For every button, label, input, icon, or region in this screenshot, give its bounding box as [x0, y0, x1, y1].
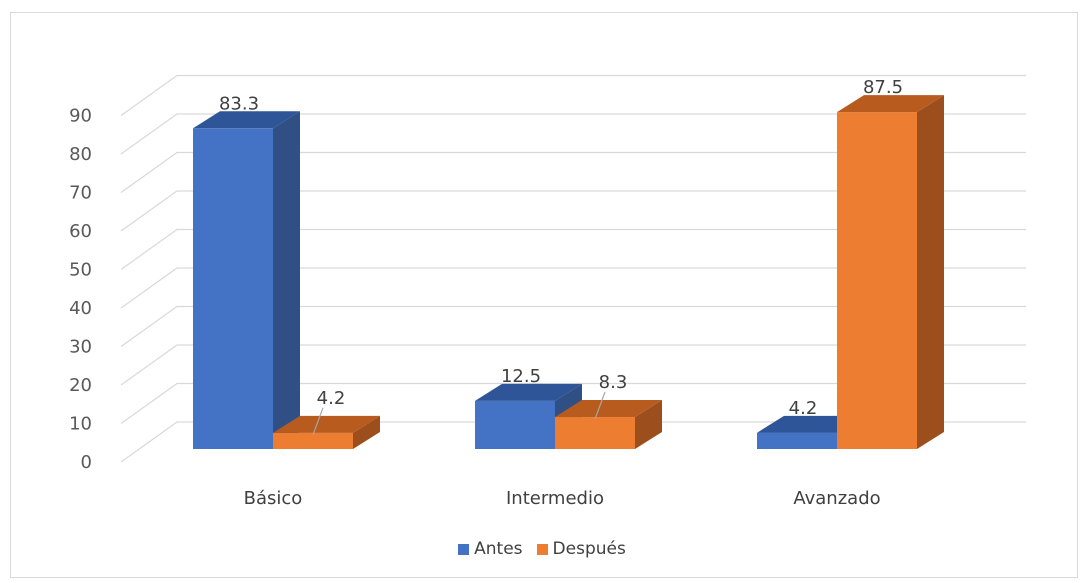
y-tick-label: 60: [69, 221, 92, 242]
bar-side: [273, 111, 300, 450]
legend: Antes Después: [0, 539, 1084, 559]
y-tick-label: 20: [69, 375, 92, 396]
bar-top: [475, 383, 582, 401]
data-label: 83.3: [219, 93, 259, 114]
legend-item-despues: Después: [536, 539, 626, 559]
y-tick-label: 70: [69, 183, 92, 204]
gridlines: [120, 74, 1026, 463]
bar-side: [635, 400, 662, 449]
legend-swatch-despues: [536, 543, 548, 555]
bar-top: [837, 95, 944, 113]
legend-swatch-antes: [458, 543, 470, 555]
x-axis-categories: Básico Intermedio Avanzado: [244, 488, 881, 509]
gridline: [120, 382, 1026, 424]
y-axis-ticks: 0 10 20 30 40 50 60 70 80 90: [69, 106, 92, 474]
data-label: 12.5: [501, 366, 541, 387]
data-label: 4.2: [317, 388, 346, 409]
gridline: [120, 344, 1026, 386]
data-label: 8.3: [599, 372, 628, 393]
bar-front: [475, 400, 555, 449]
bar-front: [555, 417, 635, 449]
bar-front: [193, 128, 273, 450]
y-tick-label: 50: [69, 260, 92, 281]
category-label: Básico: [244, 488, 303, 509]
y-tick-label: 10: [69, 414, 92, 435]
legend-label-antes: Antes: [474, 539, 523, 559]
y-tick-label: 0: [81, 452, 92, 473]
leader-line: [594, 391, 606, 420]
legend-item-antes: Antes: [458, 539, 523, 559]
gridline: [120, 74, 1026, 116]
bar-front: [273, 432, 353, 449]
bar-top: [555, 400, 662, 418]
data-labels: 83.3 12.5 4.2 4.2 8.3 87.5: [219, 77, 903, 436]
bar: [555, 400, 662, 449]
y-tick-label: 40: [69, 298, 92, 319]
y-tick-label: 90: [69, 106, 92, 127]
bars: [193, 95, 944, 450]
gridline: [120, 151, 1026, 193]
y-tick-label: 80: [69, 144, 92, 165]
gridline: [120, 113, 1026, 155]
leader-line: [312, 407, 324, 436]
legend-label-despues: Después: [552, 539, 626, 559]
gridline: [120, 421, 1026, 463]
bar-front: [837, 112, 917, 449]
bar-top: [273, 415, 380, 433]
gridline: [120, 228, 1026, 270]
gridline: [120, 305, 1026, 347]
category-label: Intermedio: [506, 488, 604, 509]
category-label: Avanzado: [793, 488, 880, 509]
bar: [273, 415, 380, 449]
bar-side: [917, 95, 944, 449]
bar: [193, 111, 300, 450]
bar-top: [193, 111, 300, 129]
gridline: [120, 267, 1026, 309]
data-label: 87.5: [863, 77, 903, 98]
bar: [837, 95, 944, 449]
bar-side: [353, 415, 380, 449]
bar-front: [757, 432, 837, 449]
data-label: 4.2: [789, 398, 818, 419]
gridline: [120, 190, 1026, 232]
y-tick-label: 30: [69, 337, 92, 358]
